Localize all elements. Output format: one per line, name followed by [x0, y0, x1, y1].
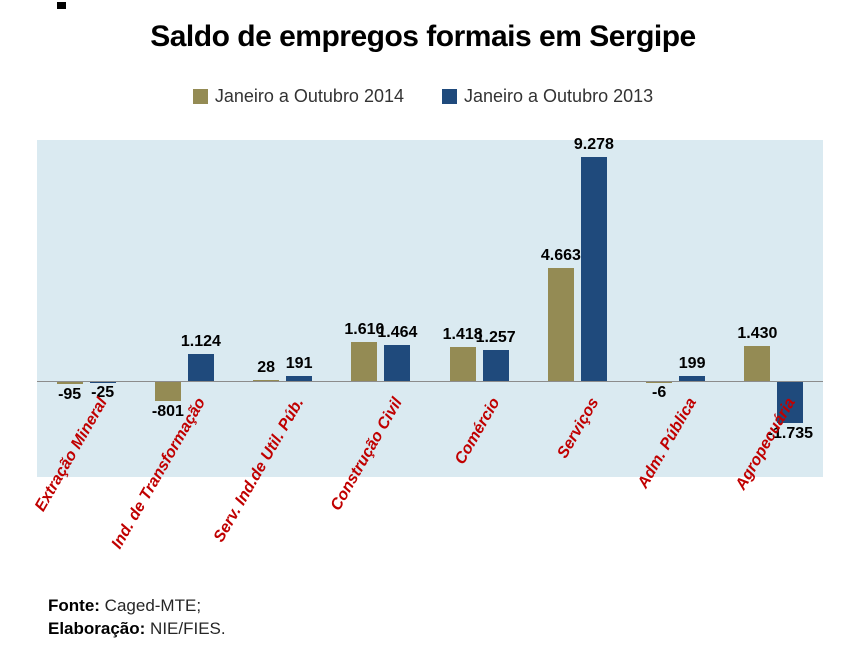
legend-swatch-2013: [442, 89, 457, 104]
category-label: Agropecuária: [732, 394, 799, 493]
bar-series2-cat8: [777, 381, 804, 424]
footer-source: Fonte: Caged-MTE; Elaboração: NIE/FIES.: [48, 594, 226, 640]
legend-swatch-2014: [192, 89, 208, 104]
bar-series2-cat1: [89, 381, 116, 383]
category-label: Serv. Ind.de Util. Púb.: [210, 394, 308, 545]
bar-series1-cat1: [56, 381, 83, 384]
value-label: 1.464: [377, 324, 418, 342]
x-axis-line: [37, 381, 823, 382]
chart-title: Saldo de empregos formais em Sergipe: [150, 20, 696, 53]
category-label: Extração Mineral: [32, 394, 111, 515]
value-label: -1.735: [767, 425, 814, 443]
value-label: 1.418: [442, 325, 483, 343]
elaboracao-label: Elaboração:: [48, 619, 146, 638]
bar-series1-cat4: [351, 341, 378, 381]
bar-series1-cat5: [449, 346, 476, 381]
value-label: 28: [257, 359, 276, 377]
bar-series1-cat2: [154, 381, 181, 401]
plot-area: [37, 140, 823, 477]
artifact-mark: [57, 2, 66, 9]
category-label: Serviços: [554, 394, 603, 461]
legend-item-2013: Janeiro a Outubro 2013: [442, 86, 653, 107]
bar-series2-cat7: [679, 375, 706, 381]
bar-series1-cat3: [253, 380, 280, 381]
bar-series2-cat6: [580, 157, 607, 381]
bar-series2-cat3: [286, 376, 313, 381]
value-label: 199: [678, 354, 706, 372]
value-label: 1.430: [737, 325, 778, 343]
footer-line-fonte: Fonte: Caged-MTE;: [48, 594, 226, 617]
category-label: Construção Civil: [327, 394, 406, 514]
bar-series2-cat4: [384, 345, 411, 381]
footer-line-elaboracao: Elaboração: NIE/FIES.: [48, 617, 226, 640]
legend-item-2014: Janeiro a Outubro 2014: [192, 86, 404, 107]
elaboracao-value: NIE/FIES.: [150, 619, 226, 638]
value-label: 1.124: [180, 332, 221, 350]
value-label: 191: [285, 355, 313, 373]
value-label: 9.278: [573, 136, 614, 154]
bar-series2-cat2: [187, 353, 214, 381]
value-label: -95: [58, 386, 82, 403]
fonte-label: Fonte:: [48, 596, 100, 615]
legend: Janeiro a Outubro 2014 Janeiro a Outubro…: [0, 86, 846, 107]
value-label: -801: [151, 402, 184, 420]
value-label: -25: [91, 384, 115, 402]
fonte-value: Caged-MTE;: [104, 596, 202, 615]
category-label: Comércio: [452, 394, 504, 468]
value-label: 1.610: [344, 320, 385, 338]
value-label: -6: [652, 383, 667, 401]
legend-label-2013: Janeiro a Outubro 2013: [464, 86, 654, 106]
bar-series1-cat8: [744, 346, 771, 381]
category-label: Adm. Pública: [634, 394, 701, 491]
legend-label-2014: Janeiro a Outubro 2014: [214, 86, 404, 106]
bar-series2-cat5: [482, 350, 509, 381]
value-label: 4.663: [540, 247, 581, 265]
value-label: 1.257: [475, 329, 516, 347]
bar-series1-cat6: [547, 268, 574, 381]
